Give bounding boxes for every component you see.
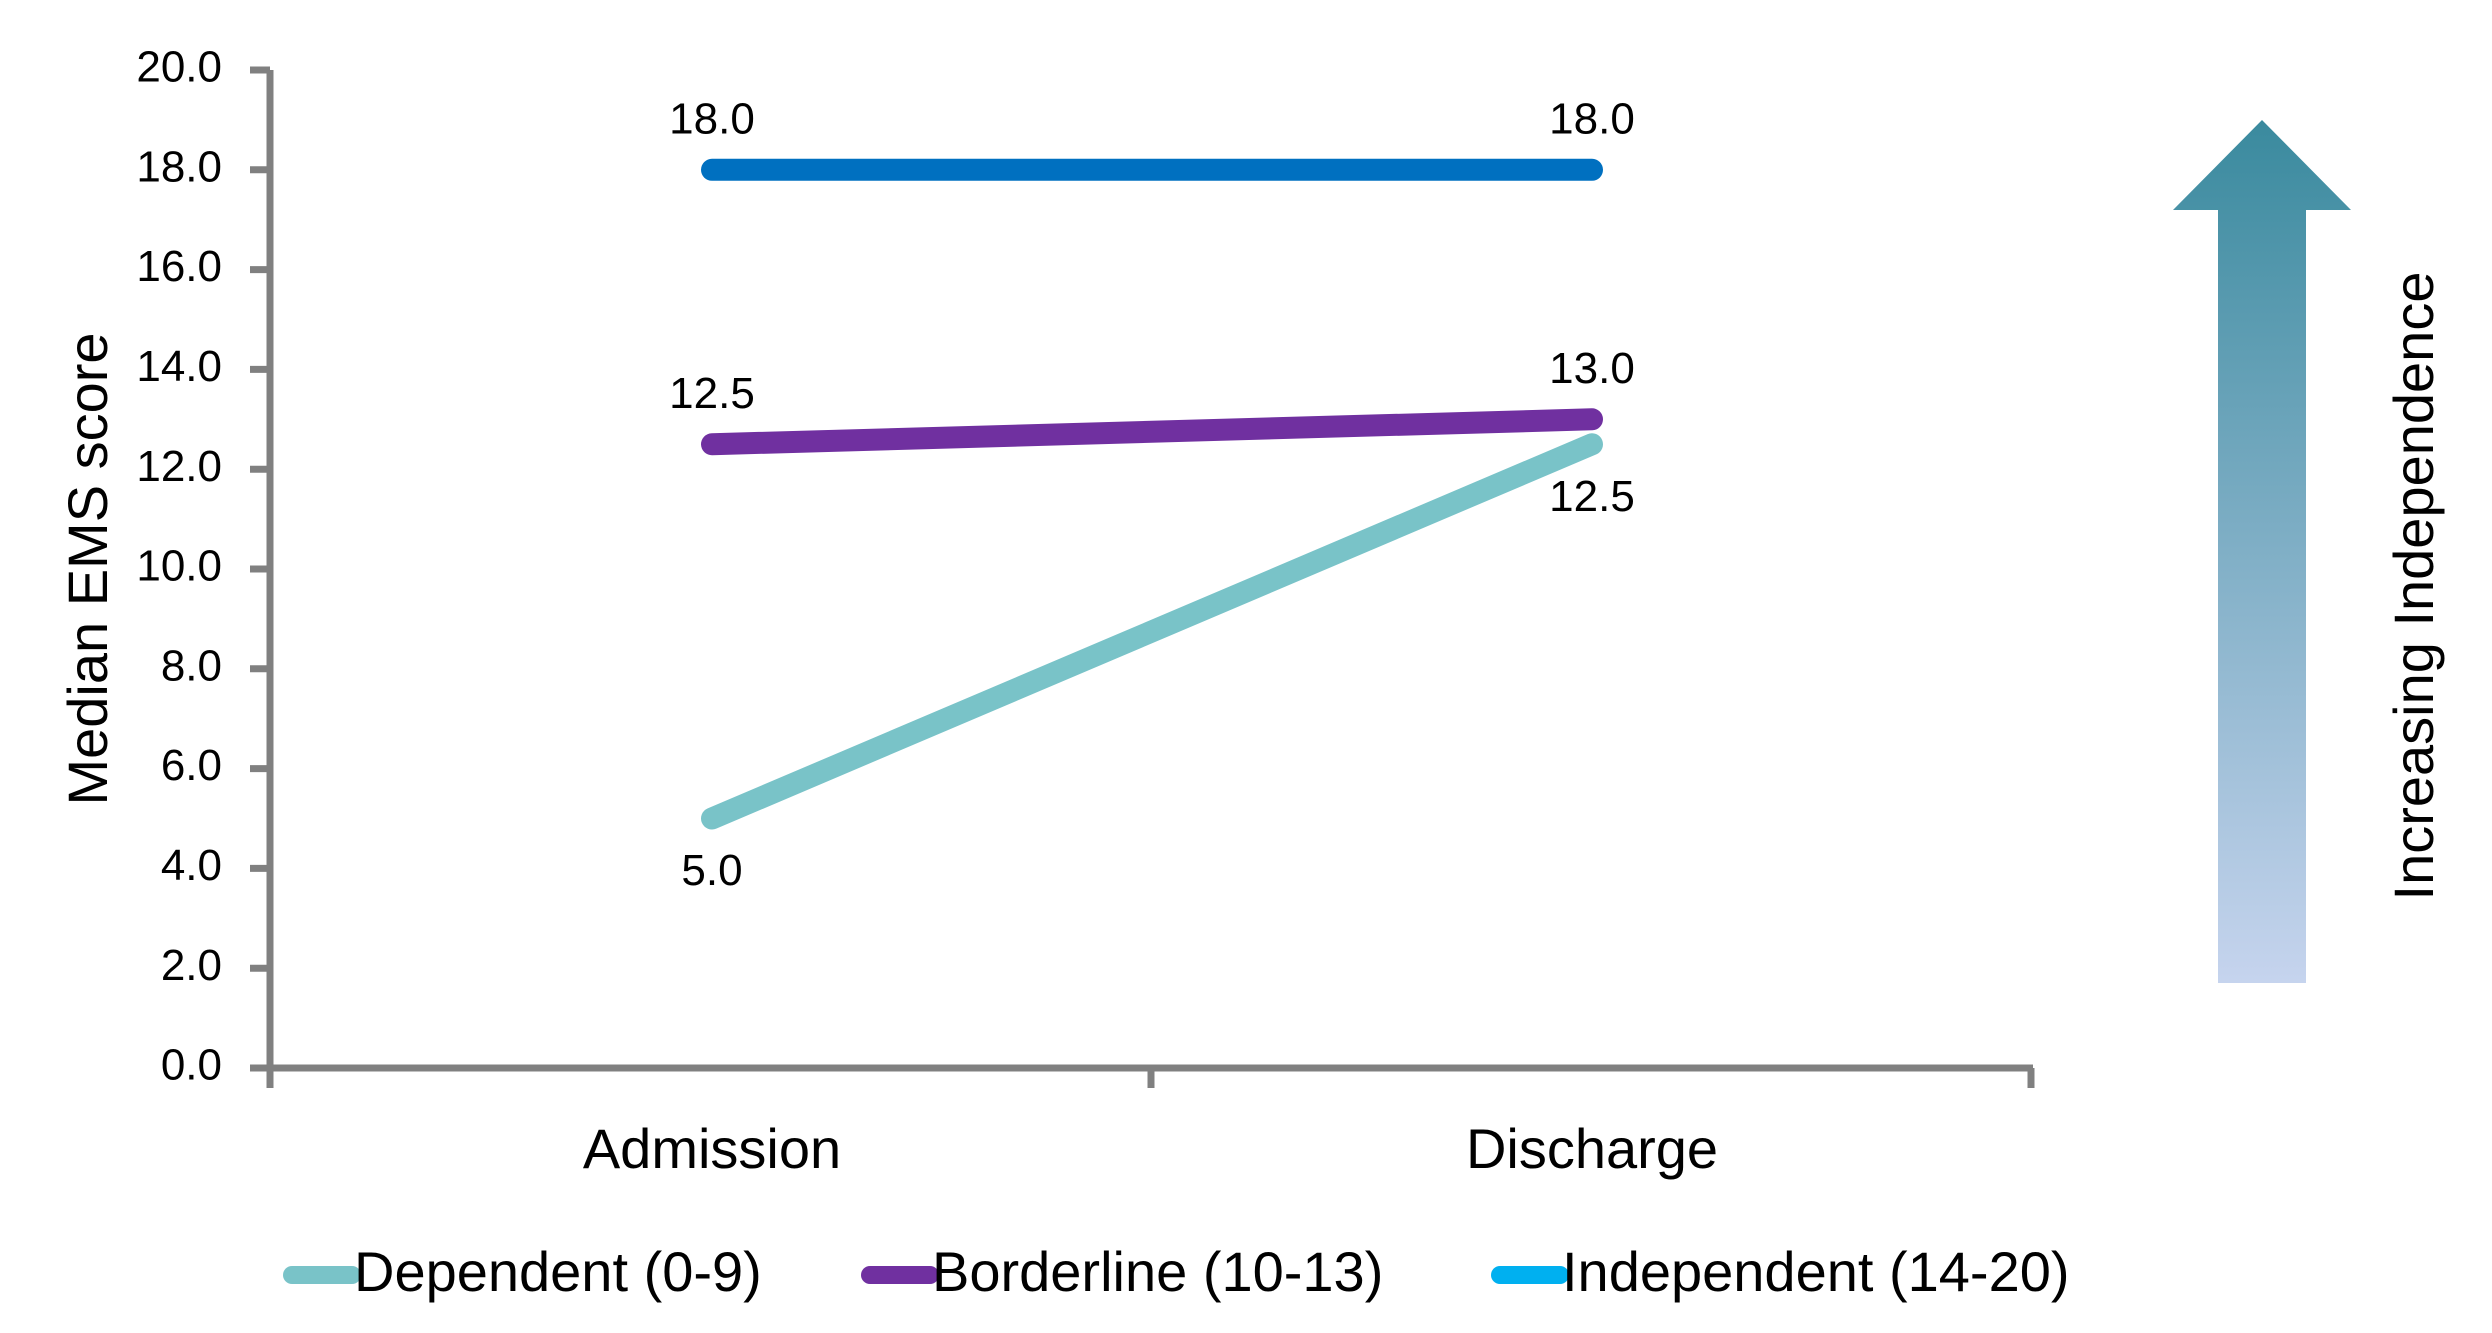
y-tick-label: 4.0	[161, 841, 222, 890]
legend-label: Independent (14-20)	[1562, 1240, 2070, 1303]
legend-label: Dependent (0-9)	[354, 1240, 762, 1303]
legend-label: Borderline (10-13)	[932, 1240, 1383, 1303]
y-tick-label: 6.0	[161, 741, 222, 790]
series-line	[701, 408, 1603, 456]
y-tick-label: 2.0	[161, 941, 222, 990]
y-tick-label: 20.0	[136, 43, 222, 92]
data-label: 18.0	[1549, 94, 1635, 143]
x-tick-label: Discharge	[1466, 1117, 1718, 1180]
arrow-annotation: Increasing Independence	[2382, 272, 2445, 901]
y-tick-label: 8.0	[161, 641, 222, 690]
up-arrow-icon	[2173, 120, 2351, 983]
y-tick-label: 0.0	[161, 1041, 222, 1090]
data-label: 5.0	[681, 846, 742, 895]
y-axis-title: Median EMS score	[56, 332, 119, 805]
data-label: 12.5	[669, 369, 755, 418]
y-axis-ticks: 0.0 2.0 4.0 6.0 8.0 10.0 12.0 14.0 16.0 18.0 20.0	[136, 43, 270, 1090]
data-label: 12.5	[1549, 472, 1635, 521]
x-axis-labels: Admission Discharge	[583, 1117, 1718, 1180]
legend: Dependent (0-9) Borderline (10-13) Indepen…	[283, 1240, 2070, 1303]
y-tick-label: 14.0	[136, 342, 222, 391]
y-tick-label: 16.0	[136, 242, 222, 291]
axes	[266, 70, 2035, 1088]
y-tick-label: 18.0	[136, 142, 222, 191]
x-tick-label: Admission	[583, 1117, 841, 1180]
y-tick-label: 10.0	[136, 542, 222, 591]
data-labels: 5.0 12.5 12.5 13.0 18.0 18.0	[669, 94, 1635, 895]
data-label: 18.0	[669, 94, 755, 143]
y-tick-label: 12.0	[136, 442, 222, 491]
series-lines	[701, 158, 1603, 830]
series-line	[701, 433, 1603, 830]
data-label: 13.0	[1549, 344, 1635, 393]
independence-arrow: Increasing Independence	[2173, 120, 2445, 983]
